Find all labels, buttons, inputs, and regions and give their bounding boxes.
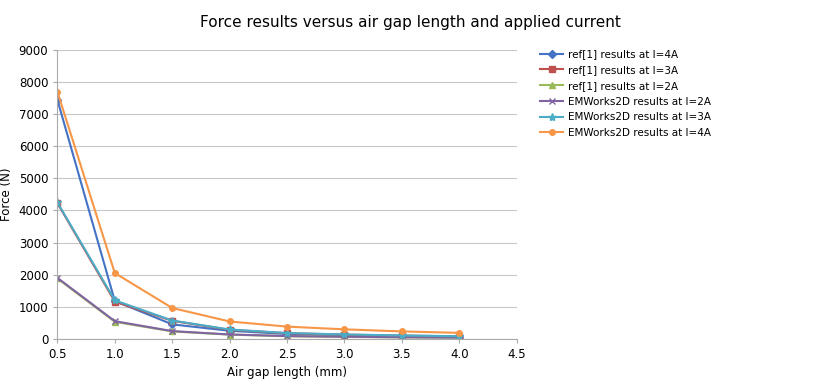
ref[1] results at I=2A <box>396 335 406 340</box>
EMWorks2D results at I=3A <box>167 318 177 323</box>
ref[1] results at I=3A <box>454 334 464 339</box>
EMWorks2D results at I=3A <box>282 331 292 335</box>
EMWorks2D results at I=4A <box>167 306 177 310</box>
EMWorks2D results at I=4A <box>110 271 120 275</box>
EMWorks2D results at I=2A <box>110 319 120 323</box>
EMWorks2D results at I=4A <box>396 329 406 334</box>
EMWorks2D results at I=4A <box>282 324 292 329</box>
Text: Force results versus air gap length and applied current: Force results versus air gap length and … <box>199 15 620 30</box>
EMWorks2D results at I=4A <box>52 89 62 94</box>
ref[1] results at I=3A <box>224 328 234 332</box>
EMWorks2D results at I=3A <box>224 327 234 332</box>
ref[1] results at I=2A <box>110 320 120 324</box>
Line: EMWorks2D results at I=2A: EMWorks2D results at I=2A <box>54 275 462 341</box>
ref[1] results at I=3A <box>167 318 177 323</box>
ref[1] results at I=4A <box>454 335 464 339</box>
ref[1] results at I=4A <box>110 299 120 303</box>
Line: ref[1] results at I=2A: ref[1] results at I=2A <box>55 276 461 340</box>
ref[1] results at I=2A <box>282 334 292 338</box>
Y-axis label: Force (N): Force (N) <box>0 168 13 221</box>
ref[1] results at I=2A <box>167 329 177 334</box>
EMWorks2D results at I=4A <box>224 319 234 324</box>
ref[1] results at I=2A <box>454 335 464 340</box>
ref[1] results at I=3A <box>110 299 120 304</box>
ref[1] results at I=2A <box>339 335 349 339</box>
ref[1] results at I=3A <box>396 333 406 338</box>
ref[1] results at I=4A <box>224 328 234 333</box>
Line: EMWorks2D results at I=4A: EMWorks2D results at I=4A <box>55 89 461 336</box>
X-axis label: Air gap length (mm): Air gap length (mm) <box>227 367 346 379</box>
ref[1] results at I=4A <box>282 332 292 336</box>
ref[1] results at I=3A <box>52 201 62 206</box>
EMWorks2D results at I=3A <box>396 333 406 338</box>
ref[1] results at I=3A <box>282 331 292 335</box>
Line: EMWorks2D results at I=3A: EMWorks2D results at I=3A <box>53 198 463 340</box>
ref[1] results at I=4A <box>339 333 349 338</box>
ref[1] results at I=4A <box>396 334 406 338</box>
EMWorks2D results at I=3A <box>454 334 464 338</box>
ref[1] results at I=2A <box>52 276 62 281</box>
ref[1] results at I=3A <box>339 332 349 337</box>
EMWorks2D results at I=2A <box>396 335 406 340</box>
EMWorks2D results at I=4A <box>339 327 349 331</box>
EMWorks2D results at I=2A <box>454 335 464 340</box>
EMWorks2D results at I=3A <box>339 332 349 337</box>
EMWorks2D results at I=2A <box>224 332 234 337</box>
EMWorks2D results at I=3A <box>52 200 62 205</box>
Legend: ref[1] results at I=4A, ref[1] results at I=3A, ref[1] results at I=2A, EMWorks2: ref[1] results at I=4A, ref[1] results a… <box>540 50 710 138</box>
ref[1] results at I=4A <box>167 322 177 326</box>
ref[1] results at I=4A <box>52 97 62 102</box>
EMWorks2D results at I=2A <box>339 335 349 339</box>
EMWorks2D results at I=2A <box>52 276 62 280</box>
EMWorks2D results at I=4A <box>454 331 464 335</box>
Line: ref[1] results at I=4A: ref[1] results at I=4A <box>55 97 461 340</box>
Line: ref[1] results at I=3A: ref[1] results at I=3A <box>55 200 461 339</box>
EMWorks2D results at I=2A <box>282 334 292 338</box>
EMWorks2D results at I=3A <box>110 298 120 303</box>
EMWorks2D results at I=2A <box>167 329 177 333</box>
ref[1] results at I=2A <box>224 332 234 337</box>
